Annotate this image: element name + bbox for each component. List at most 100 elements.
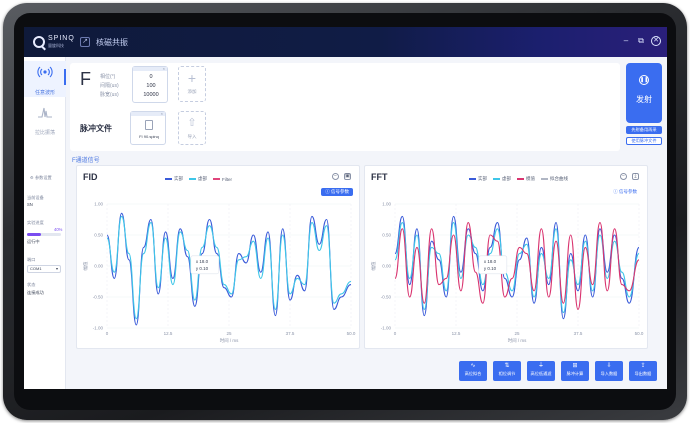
sidebar-item-arbitrary-waveform[interactable]: 任意波形 <box>24 61 66 97</box>
filter-icon: ⏚ <box>537 363 544 369</box>
window-controls: – ⧉ ✕ <box>621 36 661 46</box>
close-icon[interactable]: × <box>160 111 163 116</box>
progress-percent: 40% <box>54 227 63 232</box>
series-line-1 <box>394 215 640 320</box>
x-tick-label: 50.0 <box>347 331 356 336</box>
prefire-button[interactable]: 先射备用再采 <box>626 126 662 134</box>
tooltip-y: y 0.10 <box>196 266 209 271</box>
legend-item[interactable]: 拟合曲线 <box>541 176 568 182</box>
minimize-button[interactable]: – <box>623 36 629 45</box>
import-file-button[interactable]: ⇧ 导入 <box>178 111 206 145</box>
curve-icon: ∿ <box>470 363 476 369</box>
phase-icon: ⇅ <box>504 363 510 369</box>
fft-legend: 实部 虚部 模值 拟合曲线 <box>469 176 568 182</box>
file-icon <box>145 120 153 130</box>
pulse-icon: ⊞ <box>572 363 578 369</box>
sidebar-item-label: 任意波形 <box>34 90 55 96</box>
current-device-label: 当前设备 <box>27 195 44 200</box>
legend-swatch <box>189 178 196 180</box>
fid-signal-params-button[interactable]: ⓘ 信号参数 <box>321 188 353 196</box>
legend-item[interactable]: 实部 <box>165 176 183 182</box>
pause-icon: ❚❚ <box>639 75 649 85</box>
plus-icon: + <box>187 70 197 86</box>
tooltip-box <box>190 255 220 275</box>
legend-item[interactable]: 模值 <box>517 176 535 182</box>
phase-label: 相位(°) <box>100 74 116 80</box>
import-data-button[interactable]: ⇩ 导入数据 <box>595 361 623 381</box>
interval-value[interactable]: 100 <box>146 83 156 89</box>
upload-icon: ⇧ <box>187 117 197 129</box>
legend-item[interactable]: 虚部 <box>189 176 207 182</box>
pulse-file-card[interactable]: × FI 90.spinq <box>130 111 166 145</box>
sidebar: 任意波形 拉比振荡 ⚙ 参数设置 当前设备 SN 实验进度 40% 运行中 端口… <box>24 57 66 389</box>
pulse-card[interactable]: × 0 100 10000 <box>132 66 168 103</box>
fire-label: 发射 <box>636 95 652 104</box>
export-data-button[interactable]: ⇪ 导出数据 <box>629 361 657 381</box>
phase-value[interactable]: 0 <box>149 74 153 80</box>
collapse-icon[interactable]: − <box>332 173 339 180</box>
import-label: 导入 <box>187 134 197 139</box>
logo-icon <box>33 36 45 48</box>
close-button[interactable]: ✕ <box>651 36 661 46</box>
settings-label: 参数设置 <box>34 175 52 180</box>
port-select[interactable]: COM1 ▾ <box>27 265 61 273</box>
settings-link[interactable]: ⚙ 参数设置 <box>30 175 52 181</box>
legend-label: 实部 <box>174 176 183 181</box>
fft-signal-params-button[interactable]: ⓘ 信号参数 <box>609 188 641 196</box>
tooltip-box <box>478 255 508 275</box>
progress-bar <box>27 233 61 236</box>
legend-swatch <box>469 178 476 180</box>
port-label: 端口 <box>27 257 36 262</box>
info-icon: ⓘ <box>325 189 331 194</box>
fft-title: FFT <box>371 172 388 182</box>
pulse-calc-button[interactable]: ⊞ 脉冲计算 <box>561 361 589 381</box>
fit-button[interactable]: ∿ 高位拟合 <box>459 361 487 381</box>
legend-label: 拟合曲线 <box>550 176 568 181</box>
progress-label: 实验进度 <box>27 220 44 225</box>
title-bar: SPINQ 量旋科技 ↗ 核磁共振 – ⧉ ✕ <box>24 27 667 57</box>
status-label: 状态 <box>27 282 36 287</box>
y-tick-label: 1.00 <box>382 202 391 207</box>
fid-panel: FID 实部 虚部 Filter − ▣ ⓘ 信号参数 1.00 0.50 0.00… <box>76 165 360 349</box>
x-tick-label: 25 <box>226 331 232 336</box>
save-icon[interactable]: ▣ <box>344 173 351 180</box>
signal-params-label: 信号参数 <box>331 189 349 194</box>
download-icon[interactable]: ⤓ <box>632 173 639 180</box>
width-value[interactable]: 10000 <box>143 92 159 98</box>
action-label: 高位拟合 <box>464 371 482 376</box>
file-name: FI 90.spinq <box>139 134 159 139</box>
pulse-card-header: × <box>133 66 167 71</box>
x-tick-label: 25 <box>514 331 520 336</box>
progress-status: 运行中 <box>27 239 40 244</box>
use-pulse-file-button[interactable]: 使用脉冲文件 <box>626 137 662 145</box>
phase-adjust-button[interactable]: ⇅ 相位调节 <box>493 361 521 381</box>
close-icon[interactable]: × <box>162 66 165 71</box>
logo-text: SPINQ 量旋科技 <box>48 35 75 48</box>
legend-label: 模值 <box>526 176 535 181</box>
legend-item[interactable]: Filter <box>213 177 232 182</box>
fire-button[interactable]: ❚❚ 发射 <box>626 63 662 123</box>
lowpass-filter-button[interactable]: ⏚ 高位低通滤 <box>527 361 555 381</box>
export-icon: ⇪ <box>640 363 646 369</box>
action-toolbar: ∿ 高位拟合 ⇅ 相位调节 ⏚ 高位低通滤 ⊞ 脉冲计算 ⇩ 导入数据 ⇪ 导出数据 <box>459 361 657 381</box>
legend-swatch <box>541 178 548 180</box>
add-pulse-button[interactable]: + 添加 <box>178 66 206 102</box>
collapse-icon[interactable]: − <box>620 173 627 180</box>
import-icon: ⇩ <box>606 363 612 369</box>
maximize-button[interactable]: ⧉ <box>638 36 644 45</box>
fid-legend: 实部 虚部 Filter <box>165 176 232 182</box>
series-line-2 <box>106 215 352 320</box>
y-tick-label: -1.00 <box>381 326 392 331</box>
signal-params-label: 信号参数 <box>619 189 637 194</box>
y-tick-label: -1.00 <box>93 326 104 331</box>
fft-chart: 1.00 0.50 0.00 -0.50 -1.000 12.5 25 37.5 50.0 时间 … <box>370 202 644 345</box>
legend-label: 实部 <box>478 176 487 181</box>
x-tick-label: 12.5 <box>164 331 173 336</box>
antenna-icon <box>37 65 53 79</box>
legend-item[interactable]: 虚部 <box>493 176 511 182</box>
x-axis-label: 时间 / ms <box>508 337 527 344</box>
sidebar-item-rabi[interactable]: 拉比振荡 <box>24 101 66 137</box>
legend-item[interactable]: 实部 <box>469 176 487 182</box>
fft-panel: FFT 实部 虚部 模值 拟合曲线 − ⤓ ⓘ 信号参数 1.00 0.50 0.0… <box>364 165 648 349</box>
channel-symbol: F <box>80 69 91 89</box>
